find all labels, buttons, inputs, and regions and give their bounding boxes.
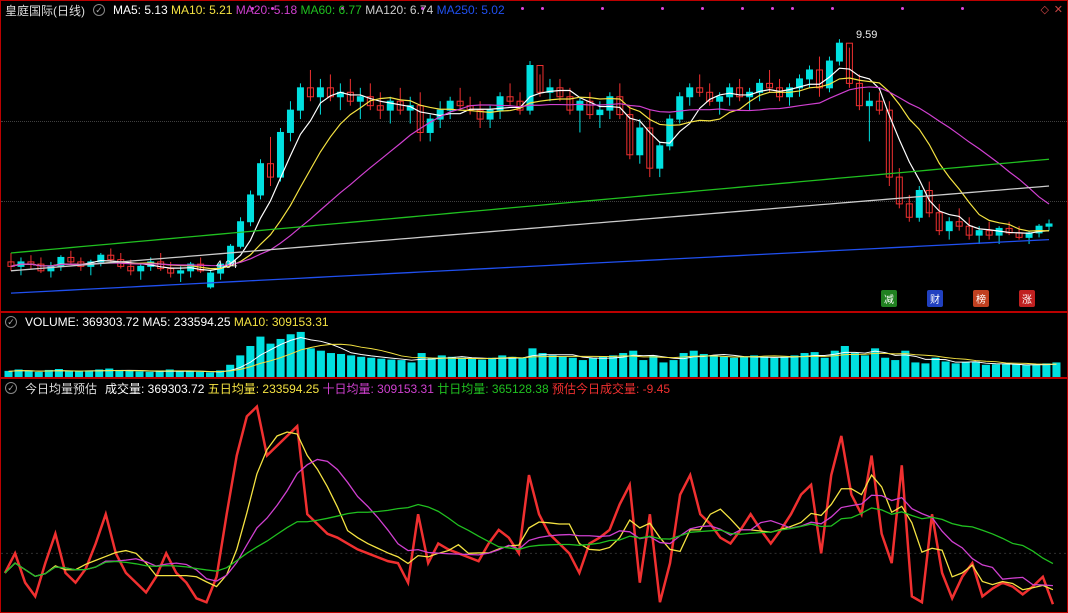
indicator-chart xyxy=(1,379,1067,612)
legend-item: MA10: 309153.31 xyxy=(234,315,329,329)
news-badge[interactable]: 财 xyxy=(927,290,943,307)
price-annotation: 9.59 xyxy=(856,29,877,41)
price-chart xyxy=(1,1,1067,311)
news-badges: 减财榜涨 xyxy=(853,290,1037,307)
legend-item: MA5: 233594.25 xyxy=(142,315,230,329)
price-chart-panel[interactable]: 皇庭国际(日线) ✓ MA5: 5.13 MA10: 5.21 MA20: 5.… xyxy=(0,0,1068,312)
news-badge[interactable]: 涨 xyxy=(1019,290,1035,307)
indicator-panel[interactable]: ✓ 今日均量预估 成交量: 369303.72 五日均量: 233594.25 … xyxy=(0,378,1068,613)
legend-item: MA20: 5.18 xyxy=(236,3,297,17)
volume-legend-row: ✓ VOLUME: 369303.72 MA5: 233594.25 MA10:… xyxy=(5,314,1063,330)
news-badge[interactable]: 减 xyxy=(881,290,897,307)
price-legend-row: 皇庭国际(日线) ✓ MA5: 5.13 MA10: 5.21 MA20: 5.… xyxy=(5,2,1063,18)
ind-toggle-icon[interactable]: ✓ xyxy=(5,382,17,394)
vol-toggle-icon[interactable]: ✓ xyxy=(5,316,17,328)
legend-item: 预估今日成交量: -9.45 xyxy=(552,382,670,396)
indicator-legend-row: ✓ 今日均量预估 成交量: 369303.72 五日均量: 233594.25 … xyxy=(5,380,1063,396)
price-annotation: 4.04 xyxy=(216,259,237,271)
legend-item: MA5: 5.13 xyxy=(113,3,168,17)
volume-panel[interactable]: ✓ VOLUME: 369303.72 MA5: 233594.25 MA10:… xyxy=(0,312,1068,378)
legend-item: 成交量: 369303.72 xyxy=(105,382,204,396)
legend-item: MA250: 5.02 xyxy=(437,3,505,17)
legend-item: MA120: 6.74 xyxy=(365,3,433,17)
indicator-toggle-icon[interactable]: ✓ xyxy=(93,4,105,16)
legend-item: 十日均量: 309153.31 xyxy=(323,382,434,396)
legend-item: 廿日均量: 365128.38 xyxy=(437,382,548,396)
stock-title: 皇庭国际(日线) xyxy=(5,2,85,19)
indicator-title: 今日均量预估 xyxy=(25,380,97,397)
legend-item: MA10: 5.21 xyxy=(171,3,232,17)
legend-item: MA60: 6.77 xyxy=(300,3,361,17)
news-badge[interactable]: 榜 xyxy=(973,290,989,307)
legend-item: 五日均量: 233594.25 xyxy=(208,382,319,396)
legend-item: VOLUME: 369303.72 xyxy=(25,315,139,329)
